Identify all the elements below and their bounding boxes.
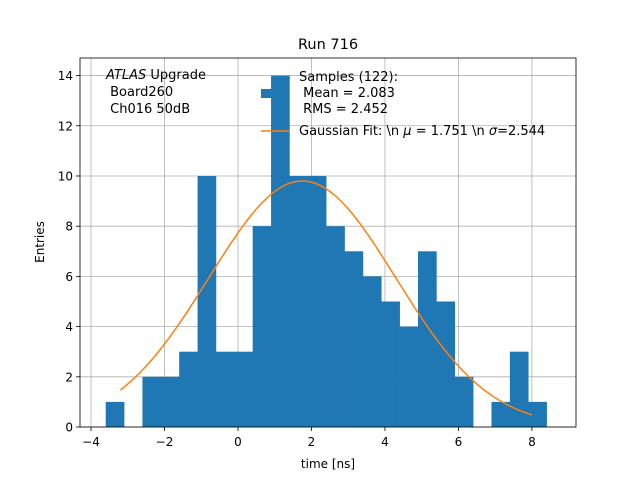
fit-label-part-2: = 1.751 \n (412, 124, 489, 139)
histogram-bar-13 (344, 251, 364, 427)
histogram-bar-11 (307, 175, 327, 427)
histogram-bar-0 (105, 401, 125, 427)
fit-label-part-1: Gaussian Fit: \n (299, 124, 403, 139)
x-tick-label-2: 0 (234, 435, 242, 449)
histogram-bars (105, 75, 547, 428)
annotation-line-2: Board260 (106, 85, 173, 100)
legend-samples-line-2: Mean = 2.083 (299, 86, 395, 101)
axes-frame (79, 57, 577, 428)
y-tick-label-4: 8 (65, 220, 73, 234)
fit-label-sigma: σ (489, 124, 498, 139)
legend-fit-label: Gaussian Fit: \n μ = 1.751 \n σ=2.544 (299, 124, 545, 139)
histogram-bar-12 (326, 226, 345, 427)
histogram-bar-10 (289, 175, 309, 427)
histogram-bar-15 (381, 301, 400, 427)
histogram-bar-21 (491, 401, 511, 427)
histogram-bar-3 (160, 376, 180, 427)
histogram-bar-17 (418, 251, 437, 427)
y-tick-label-1: 2 (65, 370, 73, 384)
histogram-bar-14 (362, 276, 382, 427)
annotation-upgrade: Upgrade (146, 68, 206, 83)
y-tick-label-6: 12 (58, 119, 73, 133)
histogram-bar-6 (215, 351, 235, 427)
x-tick-label-0: −4 (82, 435, 100, 449)
x-axis-label: time [ns] (301, 457, 355, 471)
chart-title: Run 716 (298, 37, 358, 53)
y-tick-label-7: 14 (58, 69, 73, 83)
y-axis-label: Entries (33, 221, 47, 263)
x-tick-label-5: 6 (455, 435, 463, 449)
histogram-bar-18 (436, 301, 456, 427)
annotation-line-1: ATLAS Upgrade (105, 68, 206, 83)
histogram-bar-22 (509, 351, 529, 427)
histogram-bar-9 (271, 75, 290, 428)
x-tick-label-3: 2 (308, 435, 316, 449)
histogram-bar-4 (179, 351, 198, 427)
y-tick-label-3: 6 (65, 270, 73, 284)
histogram-bar-5 (197, 175, 217, 427)
legend: Samples (122): Mean = 2.083 RMS = 2.452 … (261, 70, 545, 139)
y-tick-label-0: 0 (65, 421, 73, 435)
atlas-annotation: ATLAS Upgrade Board260 Ch016 50dB (105, 68, 206, 117)
histogram-bar-8 (252, 226, 272, 427)
x-tick-label-4: 4 (381, 435, 389, 449)
x-axis-ticks: −4 −2 0 2 4 6 8 (82, 427, 536, 449)
gaussian-fit-line (119, 180, 533, 416)
y-axis-ticks: 0 2 4 6 8 10 12 14 (58, 69, 80, 435)
fit-label-part-3: =2.544 (497, 124, 545, 139)
x-tick-label-6: 8 (528, 435, 536, 449)
histogram-bar-2 (142, 376, 162, 427)
histogram-bar-16 (399, 326, 419, 427)
legend-samples-line-3: RMS = 2.452 (299, 102, 388, 117)
histogram-bar-7 (234, 351, 253, 427)
histogram-bar-23 (528, 401, 547, 427)
annotation-atlas: ATLAS (105, 68, 146, 83)
legend-samples-patch (261, 89, 289, 98)
fit-label-mu: μ (402, 124, 411, 139)
x-tick-label-1: −2 (156, 435, 174, 449)
histogram-bar-19 (454, 376, 474, 427)
annotation-line-3: Ch016 50dB (106, 102, 190, 117)
y-tick-label-5: 10 (58, 169, 73, 183)
legend-samples-line-1: Samples (122): (299, 70, 398, 85)
y-tick-label-2: 4 (65, 320, 73, 334)
